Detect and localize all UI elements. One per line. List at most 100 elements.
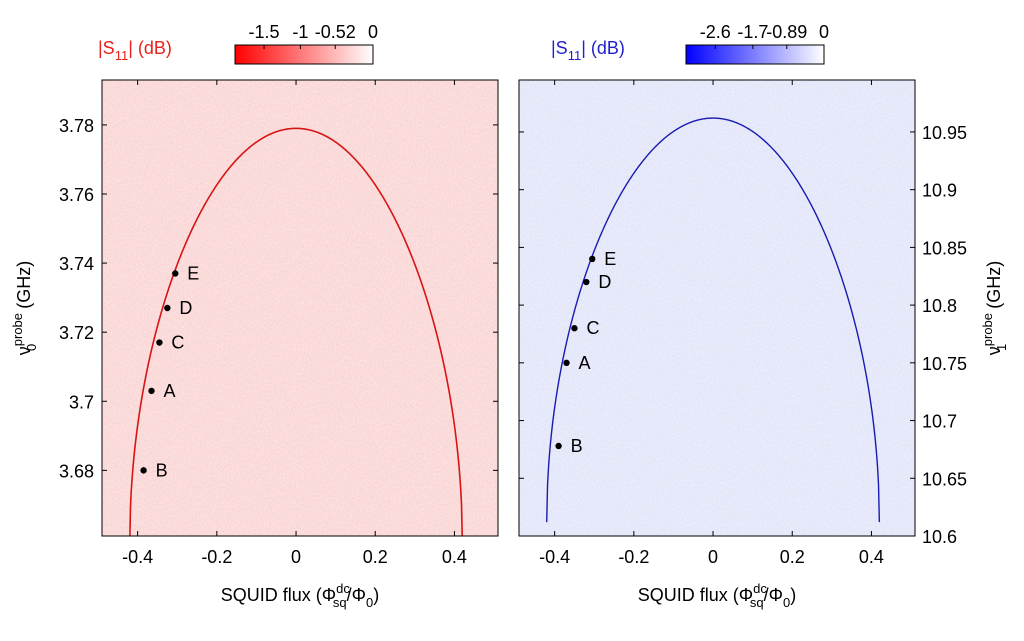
right-x-axis-label: SQUID flux (Φdc sq/Φ0)	[638, 581, 796, 610]
colorbar-tick-label: -0.89	[766, 22, 807, 42]
colorbar-tick-label: -0.52	[315, 22, 356, 42]
y-tick-label: 10.75	[922, 354, 967, 374]
left-x-ticks: -0.4 -0.2 0 0.2 0.4	[122, 80, 467, 567]
x-tick-label: 0.4	[442, 547, 467, 567]
x-tick-label: 0	[291, 547, 301, 567]
x-tick-label: -0.4	[122, 547, 153, 567]
right-cb-label-sub: 11	[568, 48, 582, 63]
colorbar-tick-label: -1	[292, 22, 308, 42]
l-point-label-a: A	[164, 381, 176, 401]
x-tick-label: 0.2	[363, 547, 388, 567]
left-y-ticks: 3.68 3.7 3.72 3.74 3.76 3.78	[59, 116, 498, 481]
left-colorbar-ticks: -1.5 -1 -0.52 0	[249, 22, 378, 49]
colorbar-tick-label: 0	[819, 22, 829, 42]
left-y-axis-label: νprobe0 (GHz)	[10, 261, 39, 355]
right-panel: B AC DE -0.4 -0.2 0 0.2 0.4 10.6 10.65 10.7 10.75…	[518, 22, 1009, 610]
colorbar-tick-label: -1.7	[737, 22, 768, 42]
right-xlabel-end: )	[790, 585, 796, 605]
right-colorbar-ticks: -2.6 -1.7-0.89 0	[700, 22, 829, 49]
l-point-a	[148, 387, 155, 395]
left-x-axis-label: SQUID flux (Φdc sq/Φ0)	[221, 581, 379, 610]
r-point-e	[589, 255, 596, 263]
left-colorbar-label: |S11| (dB)	[98, 38, 172, 63]
l-point-e	[172, 270, 179, 277]
l-point-label-c: C	[171, 333, 184, 353]
y-tick-label: 10.8	[922, 296, 957, 316]
y-tick-label: 3.78	[59, 116, 94, 136]
l-point-c	[156, 339, 163, 346]
right-colorbar-gradient	[685, 44, 825, 65]
right-xlabel-mid: /Φ	[764, 585, 783, 605]
right-xlabel-sub: sq	[750, 595, 764, 610]
right-y-ticks: 10.6 10.65 10.7 10.75 10.8 10.85 10.9 10.95	[519, 123, 967, 547]
y-tick-label: 10.85	[922, 238, 967, 258]
right-xlabel-text: SQUID flux (Φ	[638, 585, 753, 605]
y-tick-label: 10.9	[922, 181, 957, 201]
left-xlabel-end: )	[373, 585, 379, 605]
right-x-ticks: -0.4 -0.2 0 0.2 0.4	[539, 80, 884, 567]
x-tick-label: 0.2	[780, 547, 805, 567]
r-point-label-a: A	[579, 353, 591, 373]
left-ylabel-end: (GHz)	[14, 261, 34, 314]
colorbar-tick-label: -1.5	[249, 22, 280, 42]
right-y-axis-label: νprobe1 (GHz)	[980, 261, 1009, 355]
y-tick-label: 3.74	[59, 254, 94, 274]
left-xlabel-mid: /Φ	[347, 585, 366, 605]
l-point-label-b: B	[156, 460, 168, 480]
x-tick-label: -0.2	[618, 547, 649, 567]
right-ylabel-end: (GHz)	[984, 261, 1004, 314]
right-colorbar: |S11| (dB) -2.6 -1.7-0.89 0	[551, 22, 829, 65]
right-resonance-curve	[546, 117, 881, 523]
right-ylabel-sub: 1	[994, 344, 1009, 351]
y-tick-label: 3.76	[59, 185, 94, 205]
left-xlabel-sub2: 0	[366, 595, 373, 610]
left-ylabel-sub: 0	[24, 344, 39, 351]
l-point-d	[164, 304, 171, 312]
l-point-label-d: D	[179, 298, 192, 318]
left-colorbar: |S11| (dB) -1.5 -1 -0.52 0	[98, 22, 378, 65]
right-xlabel-sup: dc	[753, 581, 767, 596]
r-point-d	[583, 278, 590, 286]
right-plot-frame	[518, 79, 916, 537]
x-tick-label: -0.2	[201, 547, 232, 567]
left-xlabel-sup: dc	[336, 581, 350, 596]
left-cb-label-sub: 11	[115, 48, 129, 63]
left-panel: B A CDE -0.4 -0.2 0 0.2 0.4 3.68 3.7 3.72 3.74 3.7…	[10, 22, 499, 610]
x-tick-label: 0.4	[859, 547, 884, 567]
r-point-b	[555, 442, 562, 450]
y-tick-label: 10.95	[922, 123, 967, 143]
x-tick-label: -0.4	[539, 547, 570, 567]
y-tick-label: 10.65	[922, 469, 967, 489]
y-tick-label: 3.72	[59, 323, 94, 343]
colorbar-tick-label: -2.6	[700, 22, 731, 42]
y-tick-label: 10.6	[922, 527, 957, 547]
r-point-label-b: B	[571, 436, 583, 456]
right-ylabel-sup: probe	[980, 313, 995, 346]
right-xlabel-sub2: 0	[783, 595, 790, 610]
r-point-label-d: D	[598, 272, 611, 292]
right-ylabel-text: ν	[984, 346, 1004, 355]
right-cb-label-a: |S	[551, 38, 568, 58]
r-point-a	[563, 359, 570, 367]
left-xlabel-text: SQUID flux (Φ	[221, 585, 336, 605]
left-cb-label-b: | (dB)	[128, 38, 172, 58]
l-point-b	[140, 467, 147, 474]
x-tick-label: 0	[708, 547, 718, 567]
y-tick-label: 10.7	[922, 412, 957, 432]
left-resonance-curve	[129, 127, 464, 536]
y-tick-label: 3.68	[59, 461, 94, 481]
l-point-label-e: E	[187, 263, 199, 283]
colorbar-tick-label: 0	[368, 22, 378, 42]
left-labeled-points: B A CDE	[140, 263, 199, 480]
r-point-c	[571, 325, 578, 332]
right-labeled-points: B AC DE	[555, 249, 616, 456]
r-point-label-c: C	[586, 318, 599, 338]
left-cb-label-a: |S	[98, 38, 115, 58]
left-ylabel-text: ν	[14, 346, 34, 355]
right-cb-label-b: | (dB)	[581, 38, 625, 58]
left-ylabel-sup: probe	[10, 313, 25, 346]
left-colorbar-gradient	[234, 44, 374, 65]
r-point-label-e: E	[604, 249, 616, 269]
right-plot-noise	[519, 80, 915, 536]
